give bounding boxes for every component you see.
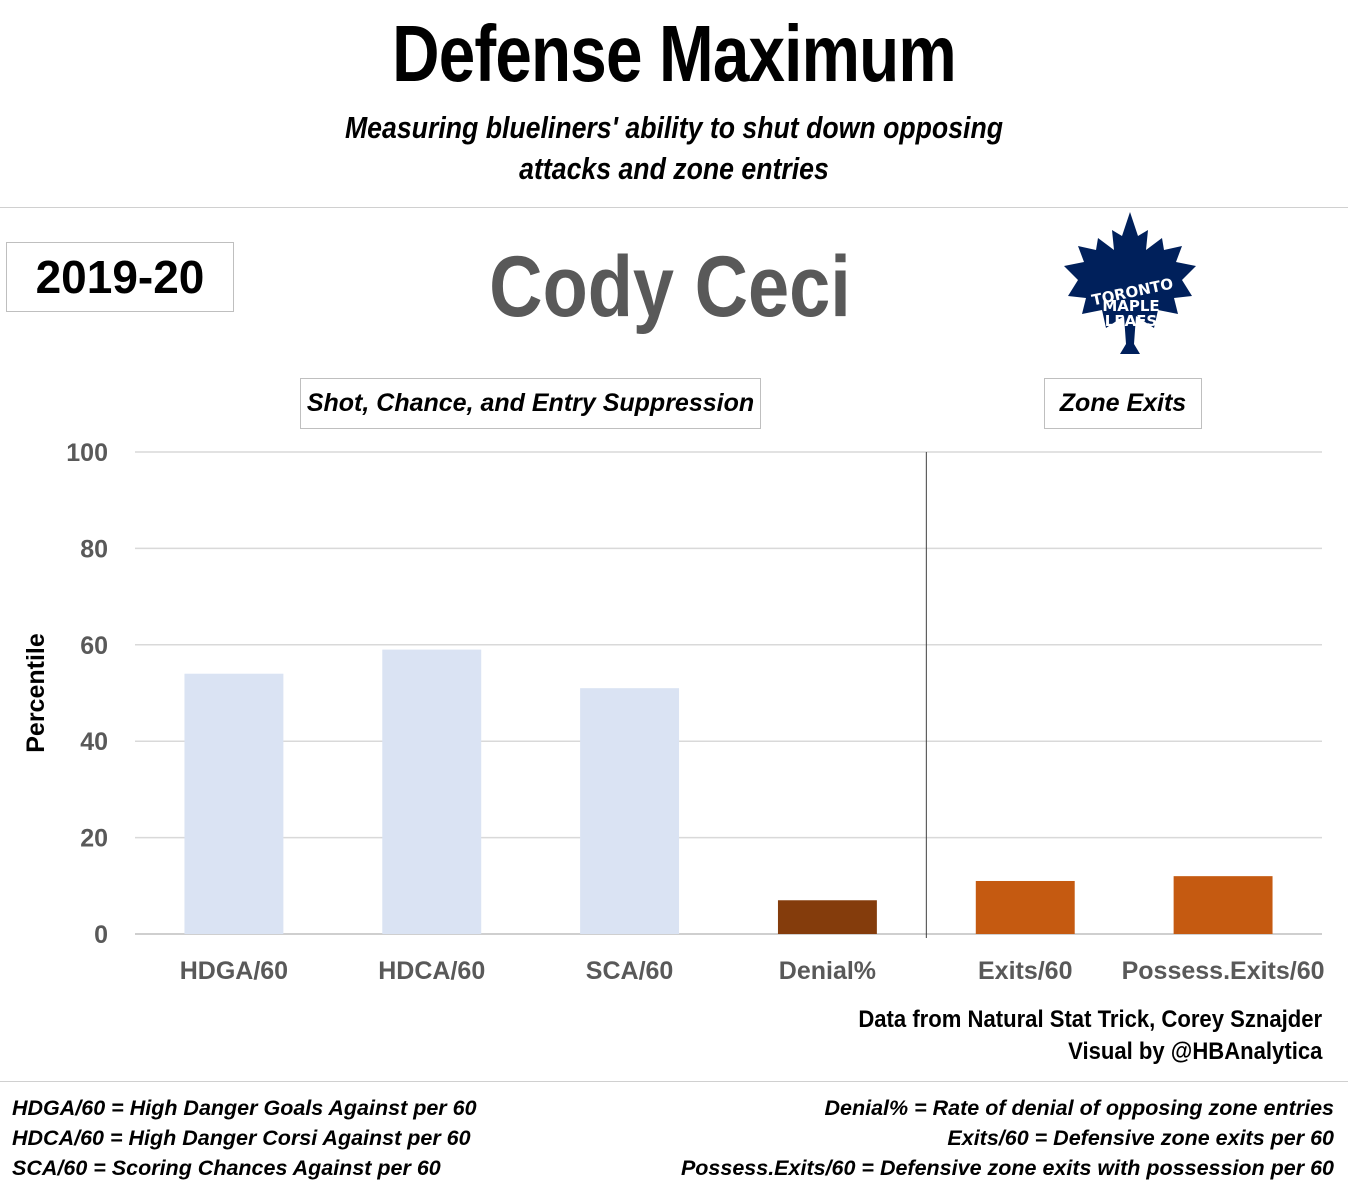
header-divider [0, 207, 1348, 208]
season-label: 2019-20 [6, 242, 234, 312]
y-tick-label-40: 40 [80, 728, 108, 756]
y-tick-label-20: 20 [80, 825, 108, 853]
x-tick-label: Denial% [779, 957, 876, 985]
y-tick-label-0: 0 [94, 921, 108, 949]
x-tick-label: Possess.Exits/60 [1122, 957, 1325, 985]
group-label-suppression: Shot, Chance, and Entry Suppression [300, 378, 761, 429]
x-tick-label: HDCA/60 [378, 957, 485, 985]
team-logo: TORONTO MAPLE LEAFS [1064, 212, 1196, 354]
footer-divider [0, 1081, 1348, 1082]
y-tick-label-60: 60 [80, 632, 108, 660]
gridlines [135, 451, 1322, 935]
maple-leaf-icon [1064, 212, 1196, 354]
bar-exits-60 [975, 880, 1075, 934]
bar-denial [777, 900, 877, 934]
legend-hdga: HDGA/60 = High Danger Goals Against per … [12, 1096, 477, 1120]
visual-credit: Visual by @HBAnalytica [1067, 1038, 1322, 1065]
subtitle-line-2: attacks and zone entries [519, 151, 829, 186]
bar-hdca-60 [382, 649, 482, 934]
legend-denial: Denial% = Rate of denial of opposing zon… [824, 1096, 1334, 1120]
y-tick-label-80: 80 [80, 535, 108, 563]
subtitle-line-1: Measuring blueliners' ability to shut do… [344, 110, 1004, 145]
y-tick-label-100: 100 [66, 440, 108, 467]
y-axis-label: Percentile [22, 633, 50, 753]
x-axis-ticks: HDGA/60 HDCA/60 SCA/60 Denial% Exits/60 Posse… [180, 957, 1325, 985]
bar-sca-60 [580, 688, 680, 934]
bar-hdga-60 [184, 673, 284, 934]
chart-title: Defense Maximum [392, 9, 957, 98]
logo-text-maple: MAPLE [1102, 297, 1159, 315]
legend-hdca: HDCA/60 = High Danger Corsi Against per … [12, 1126, 471, 1150]
bar-possess-exits-60 [1173, 876, 1273, 934]
player-name: Cody Ceci [489, 239, 851, 335]
logo-text-leafs: LEAFS [1105, 312, 1157, 330]
y-axis-ticks: 0 20 40 60 80 100 [66, 440, 108, 949]
legend-possess-exits: Possess.Exits/60 = Defensive zone exits … [680, 1156, 1334, 1180]
bars [184, 649, 1273, 934]
x-tick-label: Exits/60 [978, 957, 1073, 985]
source-credit: Data from Natural Stat Trick, Corey Szna… [858, 1006, 1322, 1033]
x-tick-label: SCA/60 [586, 957, 674, 985]
legend-exits: Exits/60 = Defensive zone exits per 60 [947, 1126, 1334, 1150]
x-tick-label: HDGA/60 [180, 957, 288, 985]
legend-sca: SCA/60 = Scoring Chances Against per 60 [12, 1156, 441, 1180]
group-label-zone-exits: Zone Exits [1044, 378, 1202, 429]
bar-chart: 0 20 40 60 80 100 HDGA/60 HDCA/60 SCA/60 Denial%… [22, 440, 1325, 985]
